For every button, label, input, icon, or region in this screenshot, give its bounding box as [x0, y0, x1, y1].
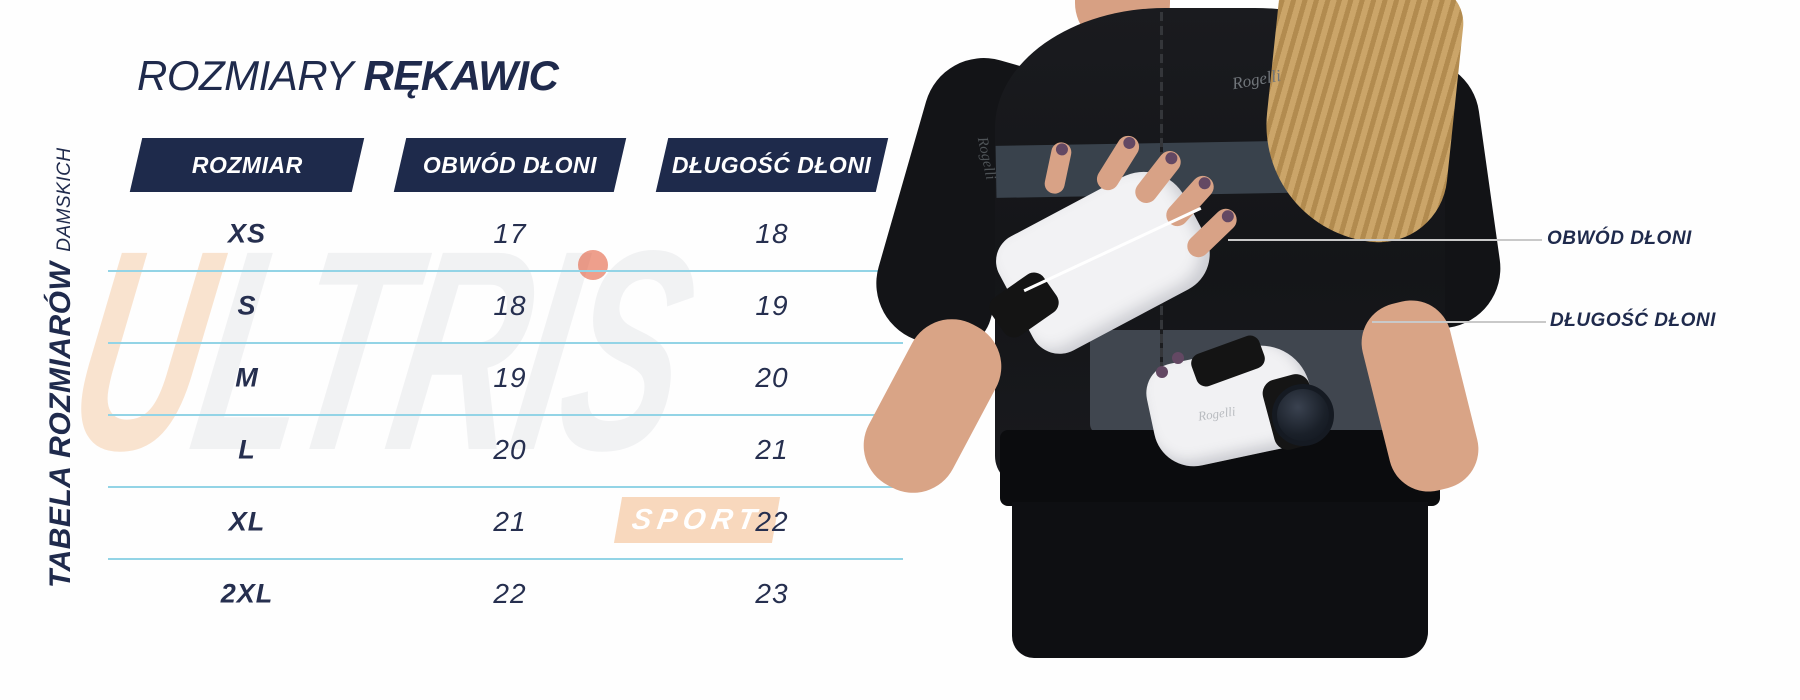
cell-size: M: [235, 362, 259, 393]
cell-circumference: 19: [493, 362, 527, 393]
model-forearm-left: [860, 303, 1018, 509]
product-photo: Rogelli Rogelli Rogelli: [860, 0, 1540, 700]
cell-circumference: 22: [493, 578, 527, 609]
wrist-watch: [1272, 384, 1334, 446]
title-word-regular: ROZMIARY: [137, 52, 353, 99]
header-label: ROZMIAR: [191, 151, 303, 178]
cell-length: 19: [755, 290, 789, 321]
header-cell-obwod: OBWÓD DŁONI: [393, 138, 627, 192]
title-word-bold: RĘKAWIC: [363, 52, 559, 99]
cell-length: 18: [755, 218, 789, 249]
row-divider: [108, 558, 903, 560]
header-label: DŁUGOŚĆ DŁONI: [672, 151, 872, 178]
annotation-label-length: DŁUGOŚĆ DŁONI: [1550, 310, 1716, 331]
cell-circumference: 18: [493, 290, 527, 321]
header-cell-dlugosc: DŁUGOŚĆ DŁONI: [655, 138, 889, 192]
side-label-sub: DAMSKICH: [54, 147, 75, 252]
row-divider: [108, 414, 903, 416]
watermark-i-dot: [578, 250, 608, 280]
cell-circumference: 21: [493, 506, 527, 537]
header-label: OBWÓD DŁONI: [422, 151, 598, 178]
cell-length: 21: [755, 434, 789, 465]
annotation-label-circumference: OBWÓD DŁONI: [1547, 228, 1692, 249]
cell-length: 20: [755, 362, 789, 393]
cell-circumference: 17: [493, 218, 527, 249]
cell-length: 22: [755, 506, 789, 537]
vertical-axis-label: TABELA ROZMIARÓW DAMSKICH: [44, 147, 78, 588]
cell-size: L: [238, 434, 256, 465]
fingernail: [1172, 352, 1184, 364]
row-divider: [108, 270, 903, 272]
watermark-sport-text: SPORT: [629, 503, 765, 536]
fingernail: [1156, 366, 1168, 378]
annotation-line-length: [1372, 321, 1546, 323]
cell-size: S: [237, 290, 257, 321]
side-label-main: TABELA ROZMIARÓW: [44, 261, 77, 588]
row-divider: [108, 342, 903, 344]
cell-size: XS: [227, 218, 267, 249]
cell-circumference: 20: [493, 434, 527, 465]
header-cell-rozmiar: ROZMIAR: [129, 138, 365, 192]
cell-size: 2XL: [220, 578, 274, 609]
cell-size: XL: [228, 506, 266, 537]
page-title: ROZMIARY RĘKAWIC: [137, 52, 559, 100]
cycling-shorts: [1012, 502, 1428, 658]
annotation-line-circumference: [1228, 239, 1542, 241]
row-divider: [108, 486, 903, 488]
cell-length: 23: [755, 578, 789, 609]
